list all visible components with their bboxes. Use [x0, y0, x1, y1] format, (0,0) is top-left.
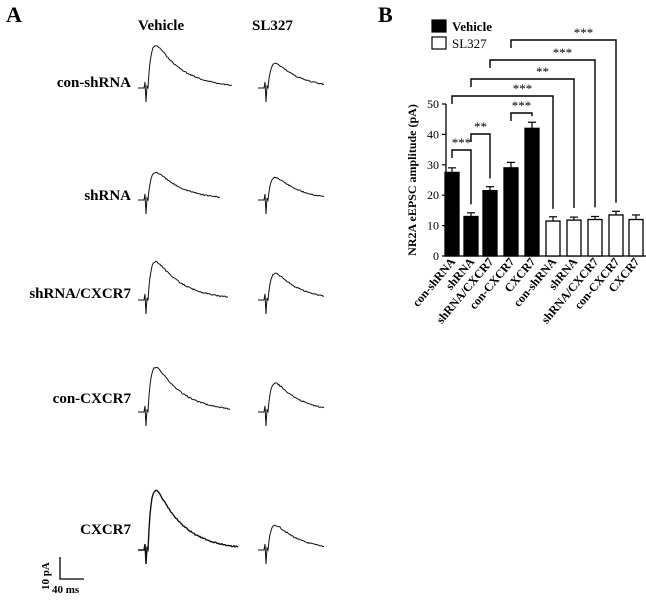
bar-sl327-6 [566, 219, 582, 257]
bar-vehicle-4 [524, 127, 540, 257]
scale-bar-y-label: 10 pA [40, 562, 52, 590]
scale-bar-x-label: 40 ms [52, 584, 80, 596]
row-label-cxcr7: CXCR7 [80, 522, 131, 538]
column-header-sl327: SL327 [252, 18, 293, 34]
y-tick-label: 50 [427, 97, 439, 111]
significance-bracket [451, 95, 554, 209]
significance-bracket [470, 133, 491, 179]
significance-label: *** [553, 45, 573, 60]
y-axis-label: NR2A eEPSC amplitude (pA) [405, 104, 419, 256]
significance-label: *** [452, 135, 472, 150]
y-tick-label: 40 [427, 127, 439, 141]
row-label-con-shrna: con-shRNA [56, 75, 131, 91]
legend-label-sl327: SL327 [452, 36, 487, 51]
significance-label: *** [512, 98, 532, 113]
row-label-shrna: shRNA [84, 188, 131, 204]
epsc-trace-row5-vehicle [138, 489, 239, 565]
bar-vehicle-3 [503, 167, 519, 257]
trace-grid [138, 45, 325, 565]
bar-vehicle-0 [444, 171, 460, 257]
column-header-vehicle: Vehicle [138, 18, 185, 34]
significance-label: ** [536, 64, 549, 79]
significance-bracket [489, 59, 596, 208]
y-tick-label: 0 [433, 249, 439, 263]
epsc-trace-row4-vehicle [138, 366, 231, 427]
legend-label-vehicle: Vehicle [452, 19, 492, 34]
epsc-trace-row4-sl327 [258, 382, 325, 427]
scale-bar [59, 557, 84, 580]
epsc-trace-row3-vehicle [138, 260, 229, 315]
epsc-trace-row2-vehicle [138, 171, 221, 215]
y-tick-label: 30 [427, 158, 439, 172]
significance-label: *** [513, 81, 533, 96]
significance-bracket [510, 112, 533, 121]
panel-b-letter: B [378, 2, 393, 27]
row-label-shrna-cxcr7: shRNA/CXCR7 [29, 286, 131, 302]
bar-chart: NR2A eEPSC amplitude (pA) 01020304050con… [405, 19, 646, 326]
trace-group [138, 45, 325, 565]
significance-bracket [510, 39, 617, 203]
y-tick-label: 20 [427, 188, 439, 202]
significance-label: *** [574, 25, 594, 40]
bar-vehicle-2 [482, 189, 498, 257]
epsc-trace-row3-sl327 [258, 272, 325, 315]
legend-swatch-vehicle [431, 19, 447, 33]
bar-sl327-8 [608, 214, 624, 257]
legend-swatch-sl327 [431, 36, 447, 50]
row-label-con-cxcr7: con-CXCR7 [52, 391, 131, 407]
bar-sl327-5 [545, 220, 561, 257]
epsc-trace-row1-sl327 [258, 62, 325, 103]
bar-sl327-9 [628, 218, 644, 257]
significance-label: ** [474, 119, 487, 134]
epsc-trace-row2-sl327 [258, 176, 325, 215]
epsc-trace-row5-sl327 [258, 524, 325, 565]
y-tick-label: 10 [427, 219, 439, 233]
bar-vehicle-1 [463, 215, 479, 257]
significance-bracket [451, 149, 472, 205]
bar-sl327-7 [587, 218, 603, 257]
epsc-trace-row1-vehicle [138, 45, 233, 103]
panel-a-letter: A [6, 2, 22, 27]
significance-bracket [470, 78, 575, 208]
